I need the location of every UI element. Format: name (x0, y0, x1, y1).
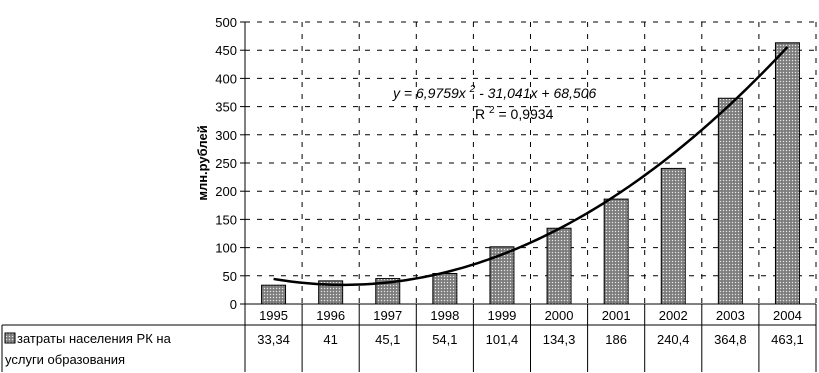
x-category-1999: 1999 (487, 308, 516, 323)
value-label-1998: 54,1 (432, 332, 457, 347)
value-label-2003: 364,8 (714, 332, 747, 347)
value-label-1996: 41 (323, 332, 337, 347)
legend-swatch (4, 332, 16, 344)
value-label-2002: 240,4 (657, 332, 690, 347)
x-category-1997: 1997 (373, 308, 402, 323)
y-tick-label: 150 (215, 212, 237, 227)
value-label-2001: 186 (605, 332, 627, 347)
x-category-1995: 1995 (259, 308, 288, 323)
bar-2002 (660, 167, 686, 305)
x-category-1998: 1998 (430, 308, 459, 323)
data-table: 1995 33,34 1996 41 1997 45,1 1998 54,1 1999 101,4… (1, 303, 817, 372)
trendline-r-squared: R 2 = 0,9934 (475, 100, 554, 122)
equation-prefix: y = 6,9759x (392, 85, 467, 101)
y-tick-label: 450 (215, 43, 237, 58)
y-tick-label: 300 (215, 128, 237, 143)
bar-2004 (774, 42, 800, 305)
x-category-2003: 2003 (716, 308, 745, 323)
y-axis-label: млн.рублей (195, 125, 210, 200)
r2-prefix: R (475, 106, 485, 122)
equation-exponent: 2 (469, 84, 476, 95)
series-name-line1: затраты населения РК на (17, 331, 172, 346)
x-category-2000: 2000 (545, 308, 574, 323)
series-name-line2: услуги образования (5, 352, 125, 367)
y-tick-label: 50 (223, 269, 237, 284)
bar-2000 (546, 227, 572, 305)
trendline-group (273, 46, 789, 287)
y-tick-label: 250 (215, 156, 237, 171)
bar-2003 (717, 97, 743, 305)
r2-exponent: 2 (489, 105, 495, 116)
y-tick-label: 100 (215, 241, 237, 256)
bar-1995 (261, 284, 287, 305)
trendline-equation: y = 6,9759x 2 - 31,041x + 68,506 (392, 79, 596, 101)
value-label-1997: 45,1 (375, 332, 400, 347)
bar-1998 (432, 272, 458, 305)
bars (261, 42, 800, 305)
y-tick-label: 0 (230, 297, 237, 312)
value-label-1995: 33,34 (257, 332, 290, 347)
polynomial-trendline (273, 46, 789, 287)
equation-suffix: - 31,041x + 68,506 (479, 85, 596, 101)
y-tick-label: 500 (215, 15, 237, 30)
value-label-2004: 463,1 (771, 332, 804, 347)
x-category-2002: 2002 (659, 308, 688, 323)
x-category-2004: 2004 (773, 308, 802, 323)
y-tick-labels: 0 50 100 150 200 250 300 350 400 450 500 (215, 15, 237, 312)
r2-suffix: = 0,9934 (498, 106, 553, 122)
axes (240, 21, 246, 305)
bar-2001 (603, 198, 629, 305)
x-category-1996: 1996 (316, 308, 345, 323)
y-tick-label: 400 (215, 71, 237, 86)
value-label-1999: 101,4 (486, 332, 519, 347)
value-label-2000: 134,3 (543, 332, 576, 347)
y-tick-label: 200 (215, 184, 237, 199)
y-tick-label: 350 (215, 100, 237, 115)
x-category-2001: 2001 (602, 308, 631, 323)
